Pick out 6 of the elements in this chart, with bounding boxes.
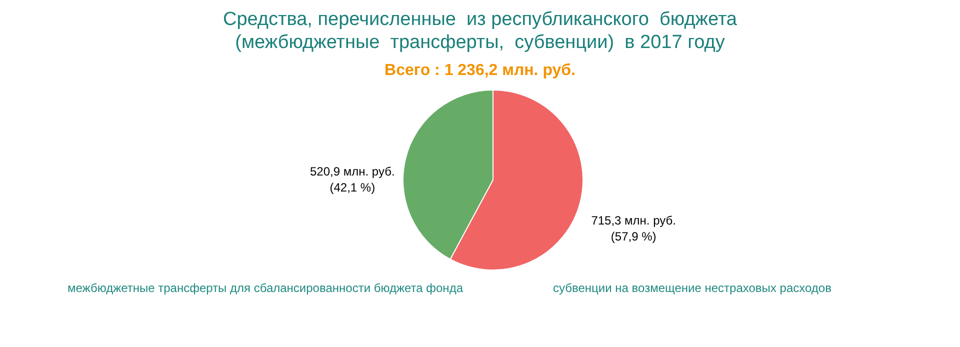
data-label: 520,9 млн. руб. (42,1 %): [310, 164, 395, 195]
chart-subtitle: Всего : 1 236,2 млн. руб.: [384, 62, 576, 80]
slice-label: межбюджетные трансферты для сбалансированности бюджета фонда: [68, 281, 464, 295]
data-label: 715,3 млн. руб. (57,9 %): [591, 213, 676, 244]
chart-title: Средства, перечисленные из республиканского бюджета (межбюджетные трансферты, субвенции) в 2017 году: [222, 8, 738, 54]
slice-label: субвенции на возмещение нестраховых расходов: [553, 281, 832, 295]
